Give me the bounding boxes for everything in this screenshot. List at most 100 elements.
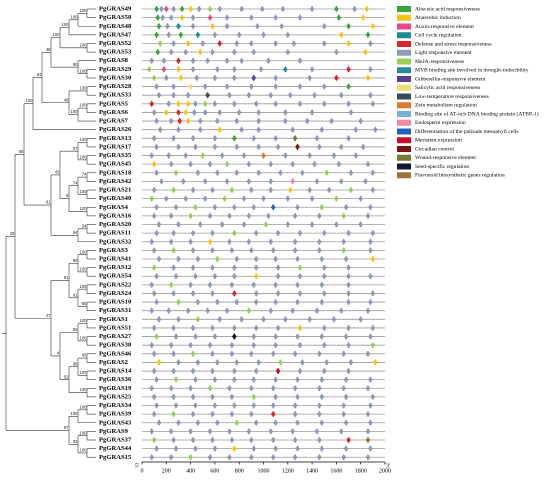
gene-name: PgGRAS25 [99,393,132,400]
cis-element [190,290,196,297]
bootstrap-value: 100 [80,206,88,211]
legend-swatch [397,111,411,117]
gene-name: PgGRAS33 [99,92,132,99]
bootstrap-value: 100 [80,103,88,108]
bootstrap-value: 85 [82,301,87,306]
cis-element [171,264,176,271]
cis-element [193,203,198,211]
cis-element [212,376,218,384]
gene-name: PgGRAS16 [99,212,132,219]
cis-element [181,178,186,185]
cis-element [149,100,155,108]
cis-element [212,134,218,142]
cis-element [151,160,157,168]
cis-element [151,109,157,116]
cis-element [319,298,325,306]
cis-element [309,195,315,203]
x-tick-label: 400 [186,468,195,474]
cis-element [358,195,363,203]
cis-element [176,255,181,263]
cis-element [171,393,176,401]
cis-element [151,186,157,194]
cis-element [341,402,346,409]
bootstrap-value: 100 [80,8,88,13]
bootstrap-value: 61 [64,275,69,280]
cis-element [159,178,164,185]
cis-element [283,109,288,116]
cis-element [246,91,252,99]
cis-element [370,100,376,108]
cis-element [207,341,213,349]
gene-name: PgGRAS54 [99,273,132,280]
gene-name: PgGRAS47 [99,31,132,38]
bootstrap-value: 61 [46,200,51,205]
cis-element [314,178,320,185]
cis-element [207,453,213,461]
cis-element [346,264,351,271]
cis-element [219,221,225,228]
bootstrap-value: 100 [80,189,88,194]
cis-element [341,410,346,418]
cis-element [191,109,197,116]
cis-element [266,57,271,65]
cis-element [171,134,176,142]
legend-label: Defense and stress responsiveness [415,40,492,47]
cis-element [212,333,218,340]
cis-element [307,74,312,82]
cis-element [198,221,203,228]
cis-element [151,290,157,297]
gene-name: PgGRAS44 [99,445,132,452]
legend-label: Abscisic acid responsiveness [415,6,480,12]
cis-element [297,229,303,237]
cis-element [253,290,259,297]
cis-element [297,100,303,108]
cis-element [278,359,283,366]
cis-element [207,281,213,289]
gene-name: PgGRAS38 [99,342,132,349]
cis-element [156,91,162,99]
cis-element [246,212,252,220]
cis-element [210,186,215,194]
cis-element [321,22,327,30]
bootstrap-value: 100 [80,68,88,73]
gene-name: PgGRAS51 [99,324,131,331]
cis-element [193,100,198,108]
gene-name: PgGRAS10 [99,299,132,306]
cis-element [185,40,191,47]
bootstrap-value: 37 [73,146,78,151]
cis-element [317,143,322,151]
bootstrap-value: 100 [80,448,88,453]
cis-element [154,5,159,13]
cis-element [232,48,237,56]
bootstrap-value: 100 [80,249,88,254]
cis-element [202,83,208,90]
bootstrap-value: 100 [80,42,88,47]
bootstrap-value: 48 [64,97,69,102]
cis-element [176,65,181,73]
cis-element [155,14,161,22]
cis-element [207,427,213,435]
cis-element [253,272,259,280]
cis-element [239,126,244,134]
gene-name: PgGRAS21 [99,187,131,194]
cis-element [188,5,193,13]
bootstrap-value: 100 [80,284,88,289]
cis-element [285,48,291,56]
cis-element [273,14,278,22]
cis-element [370,324,376,332]
cis-element [251,333,257,340]
cis-element [176,143,181,151]
bootstrap-value: 8 [66,193,69,198]
cis-element [368,40,373,47]
cis-element [154,333,159,340]
cis-element [270,203,276,211]
cis-element [364,5,370,13]
bootstrap-value: 91 [73,292,78,297]
gene-name: PgGRAS22 [99,281,132,288]
cis-element [219,152,225,159]
cis-element [173,333,179,340]
cis-element [275,324,281,332]
cis-element [234,255,240,263]
cis-element [168,160,174,168]
cis-element [229,341,235,349]
